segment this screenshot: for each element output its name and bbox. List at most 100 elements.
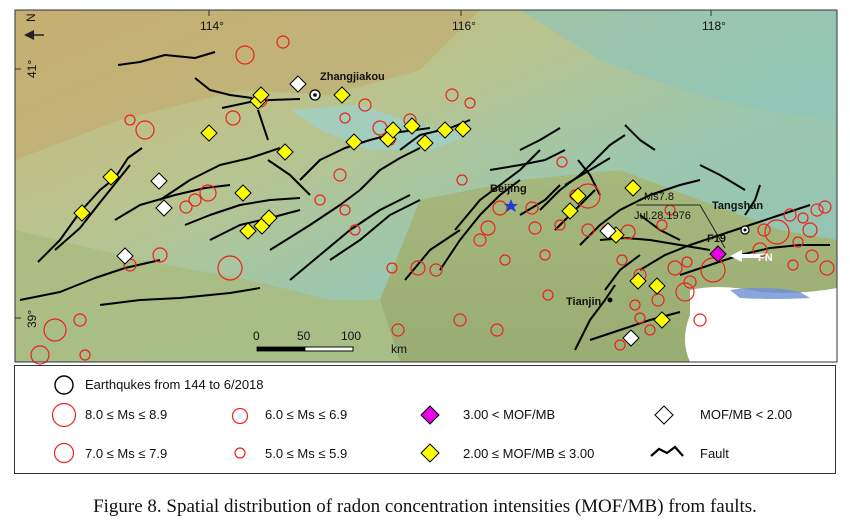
earthquake-marker	[456, 174, 468, 186]
earthquake-marker	[225, 110, 241, 126]
earthquake-marker	[453, 313, 467, 327]
legend-ms6-icon	[231, 407, 249, 425]
earthquake-marker	[644, 324, 656, 336]
radon-station-marker	[599, 222, 617, 240]
earthquake-marker	[783, 208, 797, 222]
radon-station-marker	[648, 277, 666, 295]
radon-station-marker	[629, 272, 647, 290]
earthquake-marker	[179, 200, 193, 214]
scale-bar: 0 50 100 km	[253, 329, 407, 356]
legend-ms6: 6.0 ≤ Ms ≤ 6.9	[265, 407, 348, 422]
earthquake-marker	[819, 260, 835, 276]
earthquake-marker	[629, 299, 641, 311]
earthquake-marker	[757, 223, 771, 237]
earthquake-marker	[480, 220, 496, 236]
lat-tick-39: 39°	[25, 310, 39, 328]
radon-station-marker	[569, 187, 587, 205]
earthquake-marker	[30, 345, 50, 365]
north-arrow: N	[24, 13, 44, 40]
earthquake-marker	[492, 200, 508, 216]
earthquake-marker	[810, 203, 824, 217]
radon-station-marker	[384, 121, 402, 139]
earthquake-marker	[490, 323, 504, 337]
capital-star-icon	[504, 199, 518, 212]
city-tianjin: Tianjin	[566, 296, 602, 308]
earthquake-marker	[581, 223, 595, 237]
event-date: Jul.28.1976	[634, 210, 691, 222]
earthquake-marker	[616, 254, 628, 266]
earthquake-marker	[43, 318, 67, 342]
earthquake-marker	[188, 193, 202, 207]
radon-station-marker	[709, 245, 727, 263]
earthquake-marker	[634, 312, 646, 324]
north-arrow-icon	[24, 30, 34, 40]
earthquake-marker	[333, 168, 347, 182]
earthquake-marker	[787, 259, 799, 271]
earthquake-marker	[429, 263, 443, 277]
earthquake-marker	[276, 35, 290, 49]
earthquake-marker	[681, 256, 693, 268]
earthquake-marker	[349, 224, 361, 236]
earthquake-marker	[792, 236, 804, 248]
legend-ms7-icon	[53, 442, 75, 464]
earthquake-marker	[235, 45, 255, 65]
north-label: N	[24, 13, 38, 22]
earthquake-marker	[473, 233, 487, 247]
earthquake-marker	[683, 275, 697, 289]
earthquake-marker	[217, 255, 243, 281]
radon-station-marker	[155, 199, 173, 217]
legend-ms8-icon	[51, 402, 77, 428]
earthquake-marker	[314, 194, 326, 206]
earthquake-circles	[30, 35, 835, 365]
arrow-label-fn: FN	[758, 252, 773, 264]
legend-ms7: 7.0 ≤ Ms ≤ 7.9	[85, 446, 168, 461]
map-canvas: 114° 116° 118° 41° 39° N Zhangjiakou Bei…	[14, 9, 838, 365]
radon-station-marker	[260, 209, 278, 227]
earthquake-marker	[818, 200, 832, 214]
city-beijing: Beijing	[490, 183, 527, 195]
earthquake-marker	[556, 156, 568, 168]
earthquake-marker	[386, 262, 398, 274]
radon-station-marker	[403, 117, 421, 135]
legend-mid: 2.00 ≤ MOF/MB ≤ 3.00	[463, 446, 595, 461]
legend-low: MOF/MB < 2.00	[700, 407, 793, 422]
legend-high-icon	[420, 405, 440, 425]
scale-unit: km	[391, 342, 407, 356]
radon-station-marker	[234, 184, 252, 202]
earthquake-marker	[675, 282, 695, 302]
earthquake-marker	[391, 323, 405, 337]
earthquake-marker	[358, 98, 372, 112]
earthquake-marker	[73, 313, 87, 327]
radon-station-marker	[653, 311, 671, 329]
scale-tick-50: 50	[297, 329, 311, 343]
event-magnitude: Ms7.8	[644, 191, 674, 203]
radon-stations	[73, 75, 727, 347]
radon-station-marker	[333, 86, 351, 104]
earthquake-marker	[464, 97, 476, 109]
earthquake-marker	[693, 313, 707, 327]
earthquake-marker	[805, 249, 819, 263]
earthquake-marker	[339, 112, 351, 124]
lon-tick-114: 114°	[200, 19, 224, 33]
radon-station-marker	[200, 124, 218, 142]
earthquake-marker	[802, 222, 818, 238]
legend-ms5: 5.0 ≤ Ms ≤ 5.9	[265, 446, 348, 461]
city-zhangjiakou: Zhangjiakou	[320, 71, 385, 83]
earthquake-marker	[667, 260, 683, 276]
earthquake-marker	[499, 254, 511, 266]
earthquake-marker	[152, 247, 168, 263]
radon-station-marker	[276, 143, 294, 161]
radon-station-marker	[289, 75, 307, 93]
legend-ms8: 8.0 ≤ Ms ≤ 8.9	[85, 407, 168, 422]
legend-fault-icon	[650, 445, 684, 457]
earthquake-marker	[651, 293, 665, 307]
fault-label-f19: F19	[707, 233, 726, 245]
legend-high: 3.00 < MOF/MB	[463, 407, 556, 422]
radon-station-marker	[116, 247, 134, 265]
radon-station-marker	[416, 134, 434, 152]
earthquake-marker	[124, 114, 136, 126]
radon-station-marker	[624, 179, 642, 197]
earthquake-marker	[445, 88, 459, 102]
radon-station-marker	[561, 202, 579, 220]
earthquake-marker	[135, 120, 155, 140]
